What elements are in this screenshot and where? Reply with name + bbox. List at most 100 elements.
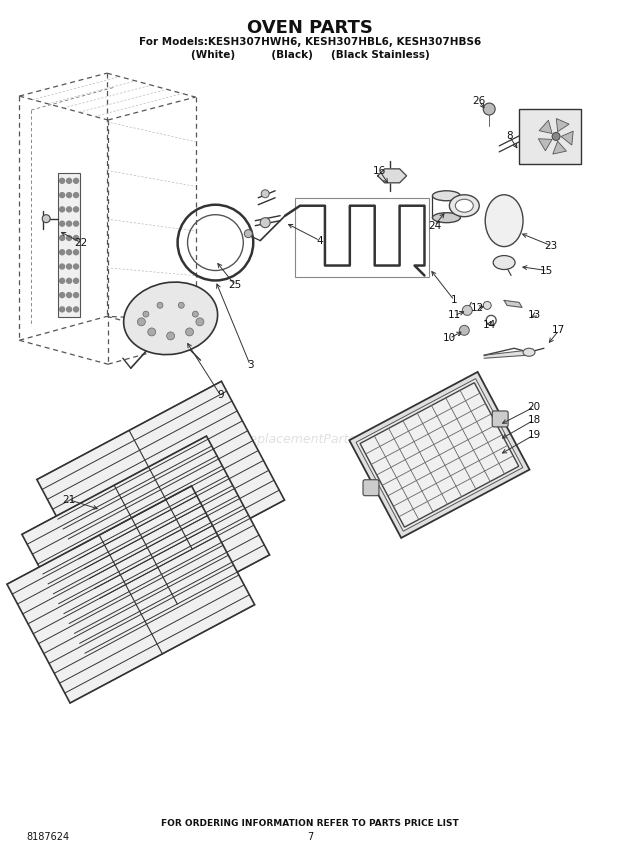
Text: 19: 19 <box>528 430 541 440</box>
Circle shape <box>66 221 71 226</box>
Polygon shape <box>539 120 552 134</box>
Polygon shape <box>561 131 574 145</box>
Circle shape <box>483 301 491 309</box>
Polygon shape <box>37 381 285 598</box>
Circle shape <box>66 178 71 183</box>
Circle shape <box>157 302 163 308</box>
Circle shape <box>74 235 79 241</box>
Circle shape <box>463 306 472 315</box>
Polygon shape <box>349 372 529 538</box>
Circle shape <box>66 207 71 212</box>
Ellipse shape <box>450 195 479 217</box>
Circle shape <box>60 293 64 298</box>
Circle shape <box>185 328 193 336</box>
Text: 1: 1 <box>451 295 458 306</box>
Circle shape <box>60 221 64 226</box>
Circle shape <box>74 221 79 226</box>
Circle shape <box>66 307 71 312</box>
Text: 17: 17 <box>552 325 565 336</box>
Circle shape <box>552 133 560 140</box>
Ellipse shape <box>485 195 523 247</box>
Circle shape <box>60 264 64 269</box>
Polygon shape <box>22 436 270 653</box>
Text: 25: 25 <box>229 281 242 290</box>
Polygon shape <box>538 139 552 151</box>
Text: 10: 10 <box>443 333 456 343</box>
Text: 9: 9 <box>217 390 224 400</box>
Circle shape <box>260 217 270 228</box>
Circle shape <box>60 193 64 198</box>
FancyBboxPatch shape <box>492 411 508 427</box>
Text: eReplacementParts.com: eReplacementParts.com <box>234 433 386 447</box>
Circle shape <box>74 264 79 269</box>
Circle shape <box>74 250 79 255</box>
Polygon shape <box>356 378 523 532</box>
Circle shape <box>66 250 71 255</box>
FancyBboxPatch shape <box>519 109 581 163</box>
Circle shape <box>60 235 64 241</box>
Text: 20: 20 <box>528 402 541 412</box>
Circle shape <box>60 278 64 283</box>
Polygon shape <box>556 118 569 132</box>
Circle shape <box>244 229 252 238</box>
FancyBboxPatch shape <box>58 173 80 318</box>
Circle shape <box>179 302 184 308</box>
Ellipse shape <box>523 348 535 356</box>
Circle shape <box>138 318 145 326</box>
Polygon shape <box>484 350 534 358</box>
Text: 15: 15 <box>540 265 554 276</box>
Text: (White)          (Black)     (Black Stainless): (White) (Black) (Black Stainless) <box>190 51 430 60</box>
FancyBboxPatch shape <box>363 479 379 496</box>
Text: 14: 14 <box>482 320 496 330</box>
Circle shape <box>143 311 149 317</box>
Circle shape <box>483 103 495 115</box>
Circle shape <box>60 250 64 255</box>
Circle shape <box>74 293 79 298</box>
Circle shape <box>148 328 156 336</box>
Ellipse shape <box>455 199 473 212</box>
Circle shape <box>66 293 71 298</box>
Circle shape <box>261 190 269 198</box>
Circle shape <box>66 235 71 241</box>
Circle shape <box>196 318 204 326</box>
Ellipse shape <box>432 212 460 223</box>
Text: 21: 21 <box>63 495 76 505</box>
Circle shape <box>459 325 469 336</box>
Text: 8187624: 8187624 <box>26 832 69 841</box>
Ellipse shape <box>493 256 515 270</box>
Circle shape <box>60 207 64 212</box>
Text: 24: 24 <box>428 221 441 230</box>
Polygon shape <box>553 141 567 154</box>
Circle shape <box>74 278 79 283</box>
Circle shape <box>66 278 71 283</box>
Text: 7: 7 <box>307 832 313 841</box>
Text: 22: 22 <box>74 238 87 247</box>
Text: 8: 8 <box>506 131 512 141</box>
Polygon shape <box>7 486 255 703</box>
Text: 13: 13 <box>528 311 541 320</box>
Text: 3: 3 <box>247 360 254 370</box>
Circle shape <box>60 307 64 312</box>
Text: 11: 11 <box>448 311 461 320</box>
Ellipse shape <box>123 282 218 354</box>
Circle shape <box>42 215 50 223</box>
Circle shape <box>192 311 198 317</box>
Text: 4: 4 <box>317 235 323 246</box>
Circle shape <box>74 207 79 212</box>
Text: OVEN PARTS: OVEN PARTS <box>247 20 373 38</box>
Text: 26: 26 <box>472 96 486 106</box>
Text: FOR ORDERING INFORMATION REFER TO PARTS PRICE LIST: FOR ORDERING INFORMATION REFER TO PARTS … <box>161 818 459 828</box>
Ellipse shape <box>432 191 460 201</box>
Text: 16: 16 <box>373 166 386 175</box>
Text: 23: 23 <box>544 241 557 251</box>
Circle shape <box>167 332 175 340</box>
Circle shape <box>74 193 79 198</box>
Circle shape <box>74 307 79 312</box>
Circle shape <box>66 264 71 269</box>
Polygon shape <box>378 169 407 183</box>
Circle shape <box>74 178 79 183</box>
Polygon shape <box>504 300 522 307</box>
Text: 18: 18 <box>528 415 541 425</box>
Text: 12: 12 <box>471 303 484 313</box>
Polygon shape <box>360 383 519 527</box>
